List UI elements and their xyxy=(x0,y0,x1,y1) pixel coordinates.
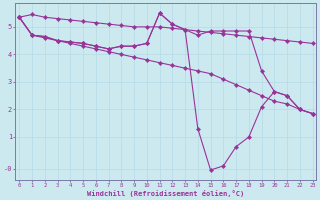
X-axis label: Windchill (Refroidissement éolien,°C): Windchill (Refroidissement éolien,°C) xyxy=(87,190,244,197)
